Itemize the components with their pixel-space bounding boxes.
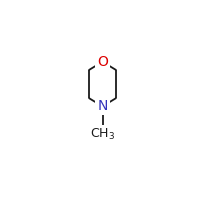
Text: $\mathregular{CH_3}$: $\mathregular{CH_3}$ [90, 127, 115, 142]
Text: N: N [97, 99, 108, 113]
Text: O: O [97, 55, 108, 69]
